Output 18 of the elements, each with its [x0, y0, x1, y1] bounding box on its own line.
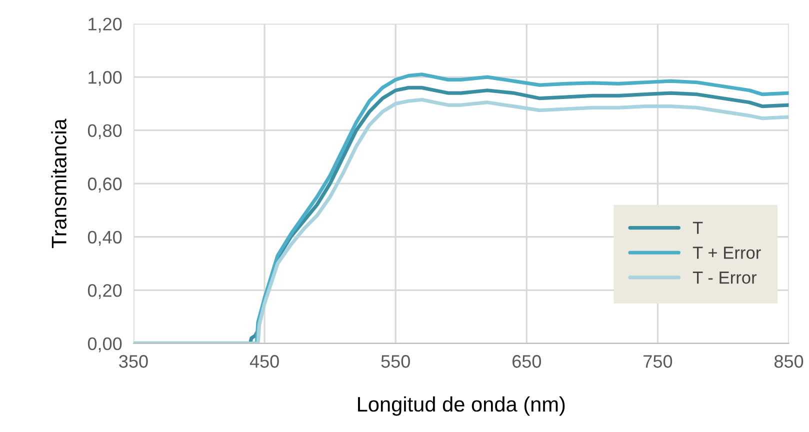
x-tick-label: 850	[774, 355, 804, 368]
x-axis-title: Longitud de onda (nm)	[358, 396, 565, 416]
y-tick-label: 0,00	[88, 337, 122, 352]
legend-label: T + Error	[692, 246, 761, 259]
y-axis-title: Transmitancia	[51, 118, 66, 248]
x-tick-label: 650	[512, 355, 542, 368]
y-tick-label: 0,60	[88, 178, 122, 192]
legend-label: T	[692, 222, 703, 234]
y-tick-label: 1,20	[88, 18, 122, 33]
y-tick-label: 0,80	[88, 124, 122, 140]
x-tick-label: 750	[644, 355, 672, 368]
legend-label: T - Error	[692, 272, 757, 284]
y-tick-label: 0,20	[88, 284, 122, 300]
x-tick-label: 450	[250, 355, 279, 368]
x-tick-label: 350	[119, 355, 148, 368]
x-tick-label: 550	[381, 355, 410, 368]
y-tick-label: 1,00	[88, 70, 122, 86]
y-tick-label: 0,40	[88, 230, 122, 246]
